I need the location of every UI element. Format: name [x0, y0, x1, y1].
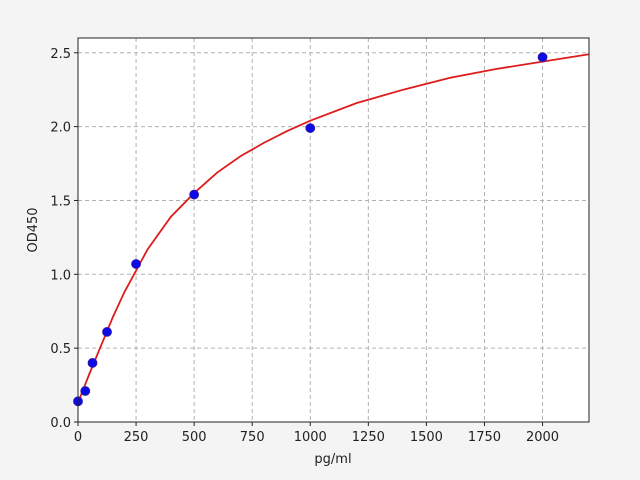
x-tick-label: 1000 — [294, 430, 327, 445]
x-tick-label: 0 — [74, 430, 82, 445]
x-tick-label: 500 — [182, 430, 207, 445]
data-point — [537, 52, 548, 63]
data-point — [102, 327, 112, 337]
y-tick-label: 1.0 — [50, 268, 71, 283]
data-point — [87, 358, 98, 368]
plot-area — [78, 38, 589, 422]
x-tick-label: 750 — [240, 430, 265, 445]
y-tick-label: 0.0 — [50, 416, 71, 431]
x-tick-label: 2000 — [526, 430, 559, 445]
y-axis-label: OD450 — [26, 207, 41, 252]
x-axis-label: pg/ml — [314, 452, 351, 467]
x-tick-label: 250 — [124, 430, 149, 445]
x-tick-label: 1500 — [410, 430, 443, 445]
axes-frame — [77, 37, 590, 423]
y-tick-label: 2.5 — [50, 47, 71, 62]
data-point — [131, 259, 141, 269]
x-tick-label: 1750 — [468, 430, 501, 445]
y-tick-label: 2.0 — [50, 121, 71, 136]
x-tick-label: 1250 — [352, 430, 385, 445]
y-tick-label: 0.5 — [50, 342, 71, 357]
data-point — [189, 189, 200, 200]
data-point — [80, 386, 91, 396]
y-tick-label: 1.5 — [50, 194, 71, 209]
data-point — [305, 123, 316, 133]
fit-curve — [77, 53, 590, 404]
